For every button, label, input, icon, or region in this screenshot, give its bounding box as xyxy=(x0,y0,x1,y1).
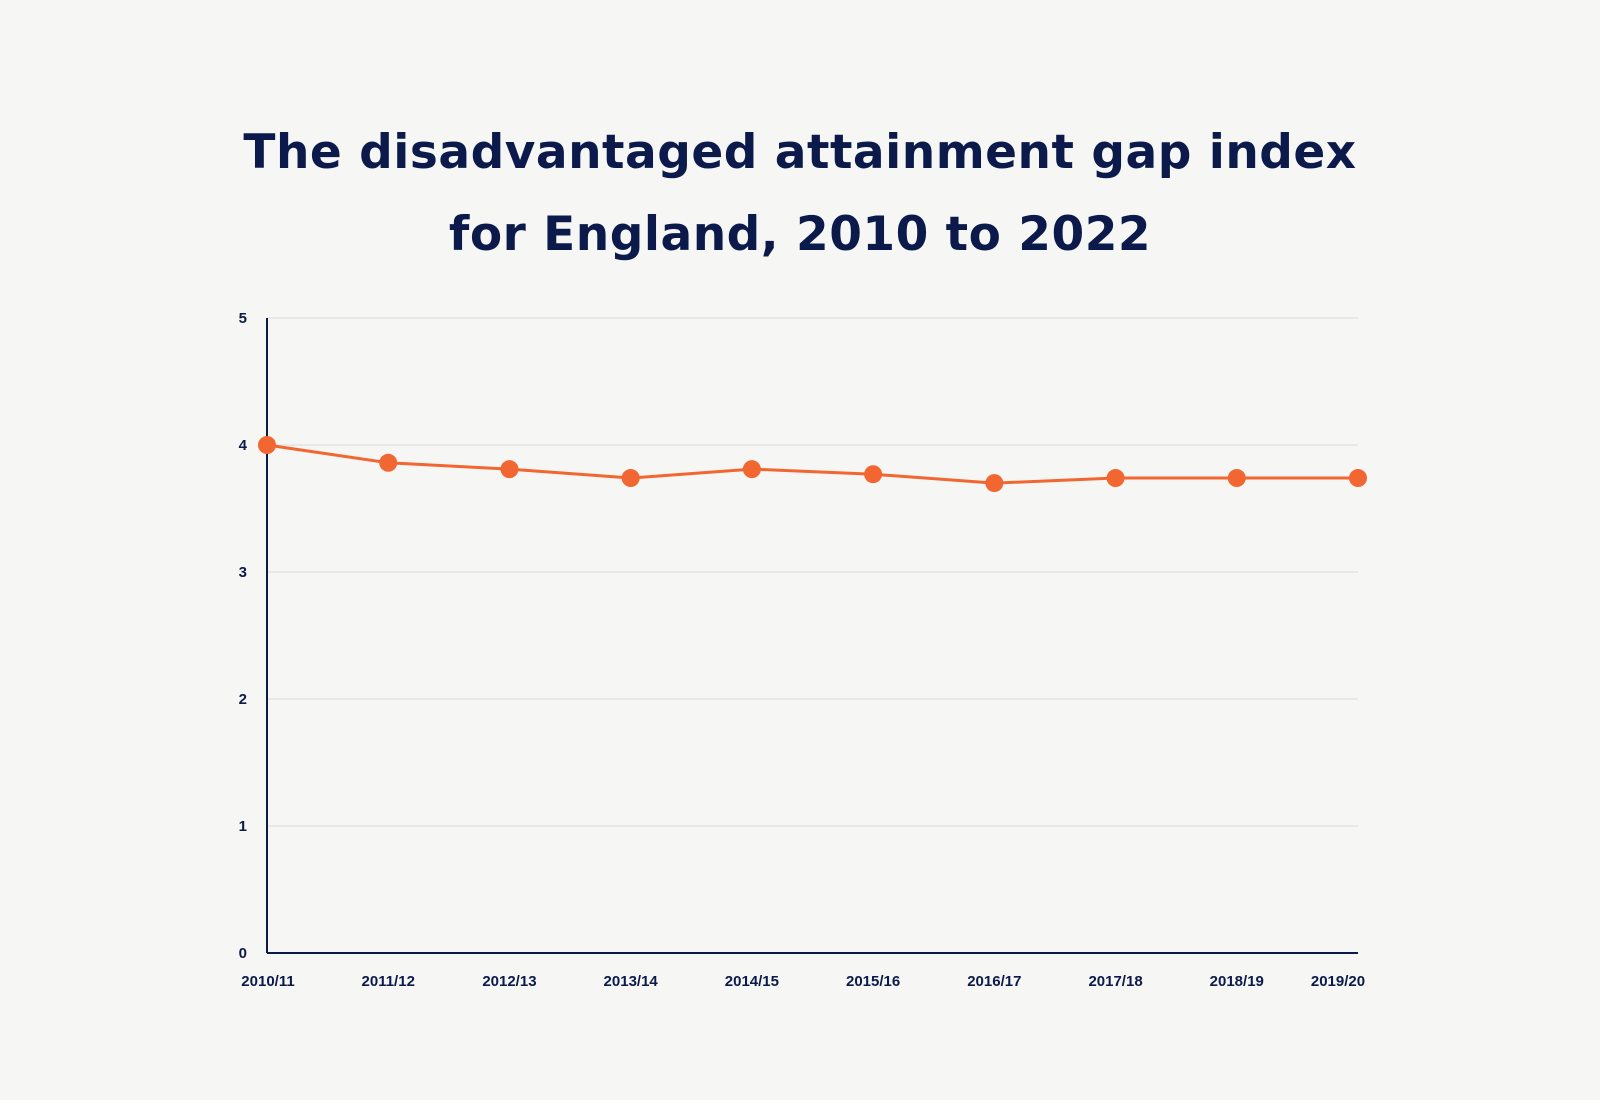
y-tick-label: 1 xyxy=(239,818,247,835)
axes xyxy=(266,318,1358,954)
x-tick-label: 2017/18 xyxy=(1088,973,1142,990)
x-tick-label: 2011/12 xyxy=(362,973,415,990)
y-tick-label: 3 xyxy=(239,564,247,581)
data-point xyxy=(985,474,1004,493)
series xyxy=(258,436,1367,493)
y-tick-label: 5 xyxy=(239,310,247,327)
data-point xyxy=(742,460,761,479)
data-point xyxy=(258,436,276,454)
x-tick-label: 2012/13 xyxy=(482,973,536,990)
data-point xyxy=(1227,469,1246,488)
data-point xyxy=(864,465,883,484)
x-tick-label: 2018/19 xyxy=(1210,973,1264,990)
y-tick-label: 0 xyxy=(239,945,247,962)
y-axis-tick-labels: 0 1 2 3 4 5 xyxy=(239,310,248,962)
data-point xyxy=(500,460,519,479)
chart-title: The disadvantaged attainment gap index f… xyxy=(243,125,1357,262)
x-tick-label: 2015/16 xyxy=(846,973,900,990)
data-point xyxy=(1349,469,1367,488)
x-axis-tick-labels: 2010/11 2011/12 2012/13 2013/14 2014/15 2015/… xyxy=(241,973,1365,990)
x-tick-label: 2014/15 xyxy=(725,973,779,990)
x-tick-label: 2013/14 xyxy=(604,973,659,990)
y-tick-label: 2 xyxy=(239,691,247,708)
data-point xyxy=(621,469,640,488)
x-tick-label: 2019/20 xyxy=(1311,973,1365,990)
series-line xyxy=(266,443,1358,485)
x-tick-label: 2010/11 xyxy=(241,973,294,990)
gridlines xyxy=(267,317,1358,827)
x-tick-label: 2016/17 xyxy=(967,973,1021,990)
data-point xyxy=(379,453,398,472)
data-point xyxy=(1106,469,1125,488)
y-tick-label: 4 xyxy=(239,437,248,454)
